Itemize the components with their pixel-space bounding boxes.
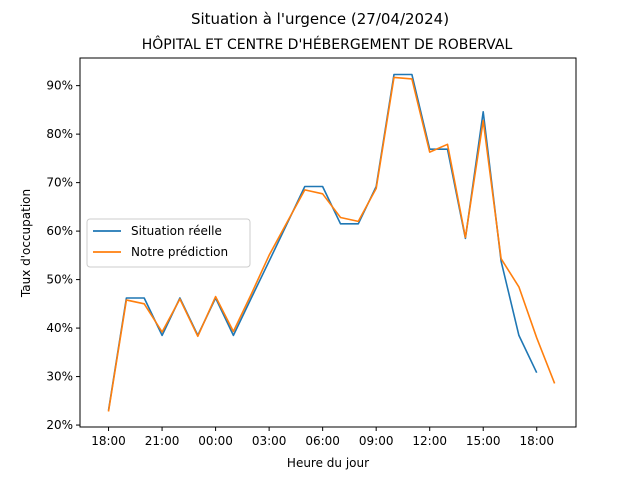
x-tick-label: 21:00	[145, 434, 180, 448]
series-line-1	[107, 76, 556, 412]
y-tick-label: 20%	[46, 418, 73, 432]
x-tick-label: 03:00	[252, 434, 287, 448]
y-tick-label: 50%	[46, 273, 73, 287]
x-tick-label: 00:00	[198, 434, 233, 448]
y-tick-label: 60%	[46, 224, 73, 238]
y-axis-label: Taux d'occupation	[19, 189, 33, 298]
y-tick-label: 70%	[46, 176, 73, 190]
legend-box	[86, 218, 251, 268]
chart-subtitle: HÔPITAL ET CENTRE D'HÉBERGEMENT DE ROBER…	[142, 35, 513, 53]
x-axis-label: Heure du jour	[287, 456, 369, 470]
legend: Situation réelle Notre prédiction	[86, 218, 251, 268]
series-line-0	[107, 73, 538, 411]
y-tick-label: 40%	[46, 321, 73, 335]
x-tick-label: 12:00	[412, 434, 447, 448]
series-lines	[107, 73, 556, 412]
y-tick-label: 30%	[46, 370, 73, 384]
y-tick-label: 90%	[46, 79, 73, 93]
x-tick-label: 15:00	[466, 434, 501, 448]
x-tick-label: 09:00	[359, 434, 394, 448]
y-axis: 20% 30% 40% 50% 60% 70% 80% 90%	[46, 79, 80, 432]
x-axis: 18:00 21:00 00:00 03:00 06:00 09:00 12:00 15:00…	[91, 427, 554, 448]
y-tick-label: 80%	[46, 127, 73, 141]
x-tick-label: 18:00	[91, 434, 126, 448]
chart-title: Situation à l'urgence (27/04/2024)	[191, 10, 449, 28]
x-tick-label: 06:00	[305, 434, 340, 448]
legend-label-0: Situation réelle	[131, 224, 222, 238]
plot-area-frame	[79, 57, 577, 428]
legend-label-1: Notre prédiction	[131, 245, 228, 259]
x-tick-label: 18:00	[519, 434, 554, 448]
